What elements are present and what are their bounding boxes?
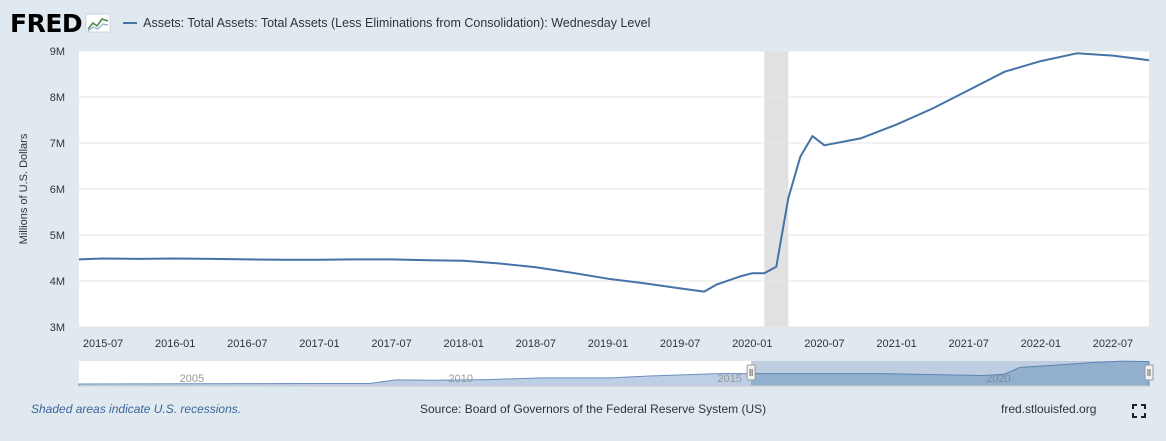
x-tick-label: 2016-07 — [227, 338, 267, 350]
x-tick-label: 2017-07 — [371, 338, 411, 350]
navigator-series — [78, 360, 1150, 387]
x-tick-label: 2019-01 — [588, 338, 628, 350]
navigator-year-label: 2015 — [717, 373, 741, 385]
navigator-year-label: 2020 — [986, 373, 1010, 385]
x-tick-label: 2021-01 — [876, 338, 916, 350]
legend-swatch — [123, 22, 138, 24]
y-tick-label: 8M — [50, 92, 65, 104]
fred-logo[interactable]: FRED — [10, 8, 83, 38]
x-tick-label: 2019-07 — [660, 338, 700, 350]
y-tick-label: 5M — [50, 230, 65, 242]
fred-line-chart-icon — [85, 13, 111, 33]
legend-label: Assets: Total Assets: Total Assets (Less… — [143, 16, 651, 30]
navigator-year-label: 2005 — [180, 373, 204, 385]
graph-header: FRED Assets: Total Assets: Total Assets … — [10, 8, 650, 38]
x-tick-label: 2020-01 — [732, 338, 772, 350]
y-tick-label: 3M — [50, 322, 65, 334]
x-tick-label: 2018-01 — [444, 338, 484, 350]
y-axis-label: Millions of U.S. Dollars — [18, 133, 30, 244]
navigator-left-handle[interactable] — [746, 364, 756, 381]
x-tick-label: 2015-07 — [83, 338, 123, 350]
x-tick-label: 2017-01 — [299, 338, 339, 350]
y-tick-label: 9M — [50, 46, 65, 58]
legend: Assets: Total Assets: Total Assets (Less… — [123, 16, 650, 30]
y-tick-label: 4M — [50, 276, 65, 288]
recession-note: Shaded areas indicate U.S. recessions. — [31, 402, 242, 416]
site-link[interactable]: fred.stlouisfed.org — [1001, 402, 1097, 416]
series-line[interactable] — [78, 52, 1150, 293]
x-tick-label: 2022-07 — [1093, 338, 1133, 350]
x-tick-label: 2022-01 — [1021, 338, 1061, 350]
fullscreen-icon[interactable] — [1132, 404, 1146, 418]
x-tick-label: 2020-07 — [804, 338, 844, 350]
source-note: Source: Board of Governors of the Federa… — [420, 402, 767, 416]
x-tick-label: 2016-01 — [155, 338, 195, 350]
x-tick-label: 2018-07 — [516, 338, 556, 350]
y-tick-label: 7M — [50, 138, 65, 150]
navigator-year-label: 2010 — [449, 373, 473, 385]
y-tick-label: 6M — [50, 184, 65, 196]
x-tick-label: 2021-07 — [948, 338, 988, 350]
navigator-selection[interactable] — [751, 361, 1149, 386]
navigator-right-handle[interactable] — [1144, 364, 1154, 381]
